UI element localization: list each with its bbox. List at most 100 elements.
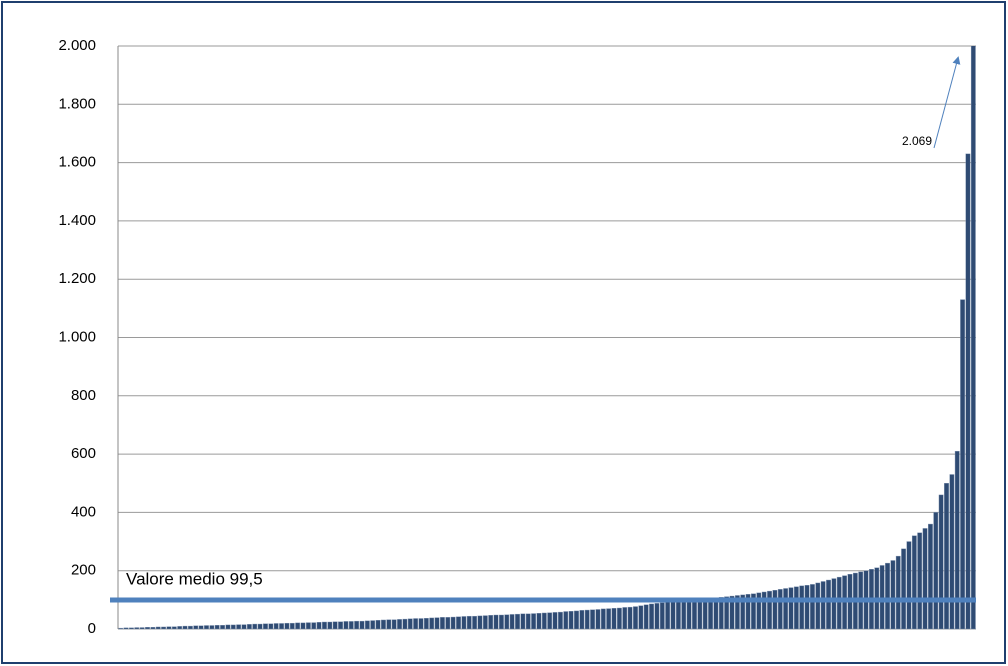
- overlay: Valore medio 99,5: [110, 569, 976, 603]
- bar: [268, 623, 274, 630]
- bar: [922, 528, 928, 630]
- bar: [440, 617, 445, 630]
- y-tick-label: 1.600: [58, 154, 96, 171]
- bar: [600, 608, 606, 630]
- bar: [697, 599, 703, 630]
- bar: [793, 586, 799, 630]
- bar: [252, 623, 258, 630]
- bar: [611, 608, 617, 630]
- bar: [182, 625, 188, 630]
- bar: [214, 625, 220, 630]
- bar: [145, 627, 150, 630]
- bar: [756, 592, 762, 630]
- bar: [729, 595, 735, 630]
- bar: [493, 614, 499, 630]
- bar: [777, 589, 783, 630]
- bar: [488, 615, 494, 630]
- y-tick-label: 600: [71, 445, 96, 462]
- bar: [429, 617, 435, 630]
- bar: [536, 613, 542, 630]
- bar: [236, 624, 242, 630]
- bar: [590, 609, 595, 630]
- bar: [917, 532, 923, 630]
- bar: [949, 474, 955, 630]
- bar: [161, 626, 166, 630]
- bar: [354, 620, 360, 630]
- bar: [906, 541, 912, 630]
- bar: [375, 620, 381, 630]
- bar: [418, 618, 424, 630]
- bar: [563, 611, 569, 630]
- bar: [901, 548, 906, 630]
- bar: [295, 622, 301, 630]
- bar: [547, 612, 553, 630]
- bar: [970, 46, 976, 630]
- bar: [772, 590, 778, 630]
- bar: [257, 623, 263, 630]
- bar: [305, 622, 311, 630]
- bar: [783, 588, 789, 630]
- bar: [810, 584, 815, 630]
- bar: [708, 598, 713, 630]
- bar: [166, 626, 172, 630]
- bar: [461, 616, 467, 630]
- bar: [928, 523, 933, 630]
- bar: [311, 622, 317, 630]
- y-tick-label: 0: [88, 620, 96, 637]
- annotation: 2.069: [902, 134, 932, 148]
- bar: [531, 613, 536, 630]
- bar: [799, 585, 805, 630]
- bar: [933, 512, 939, 630]
- bar: [767, 590, 772, 630]
- grid: 0 200 400 600 800 1.000 1.200 1.400 1.600 1.800 2.…: [58, 37, 976, 637]
- bar: [402, 618, 408, 630]
- bar: [617, 607, 622, 630]
- y-tick-label: 1.400: [58, 212, 96, 229]
- bar: [273, 623, 279, 630]
- bar: [734, 595, 740, 630]
- bar: [751, 593, 756, 630]
- y-tick-label: 400: [71, 503, 96, 520]
- bar: [327, 621, 333, 630]
- bar: [123, 627, 129, 630]
- bar: [397, 619, 402, 630]
- bar: [407, 618, 413, 630]
- bar: [627, 606, 633, 630]
- bar: [702, 598, 708, 630]
- bar: [155, 626, 161, 630]
- bar: [316, 622, 322, 630]
- bar: [246, 624, 252, 630]
- bar: [386, 619, 392, 630]
- bar: [944, 483, 949, 630]
- bar: [568, 611, 574, 630]
- bar: [836, 576, 842, 630]
- bar: [381, 619, 386, 630]
- bar: [204, 625, 209, 630]
- bar: [263, 623, 268, 630]
- bar: [724, 596, 730, 630]
- bar: [198, 625, 204, 630]
- bar: [456, 616, 461, 630]
- bar: [579, 610, 585, 630]
- bar: [359, 620, 365, 630]
- bar: [225, 624, 231, 630]
- bar: [171, 626, 177, 630]
- bar: [686, 600, 692, 630]
- bar: [525, 613, 531, 630]
- y-tick-label: 1.800: [58, 95, 96, 112]
- bar: [895, 555, 901, 630]
- bar: [831, 578, 837, 630]
- bar: [134, 627, 140, 630]
- bar: [370, 620, 376, 630]
- bar: [279, 623, 284, 630]
- bar: [820, 581, 826, 630]
- bar: [761, 591, 767, 630]
- bar: [289, 622, 295, 630]
- bar: [150, 627, 156, 630]
- bar: [654, 603, 660, 630]
- bar: [885, 562, 890, 630]
- bar: [890, 560, 896, 630]
- bar: [139, 627, 145, 630]
